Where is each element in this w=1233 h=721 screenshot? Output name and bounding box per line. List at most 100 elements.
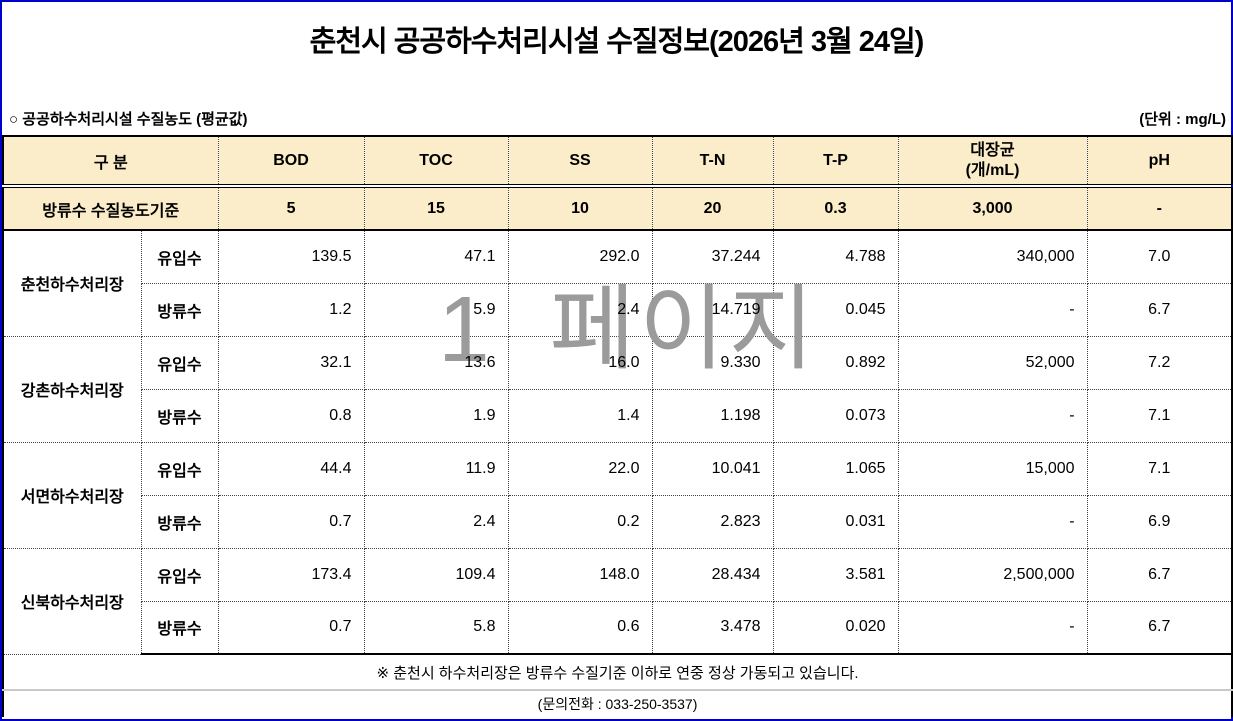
document-header: 춘천시 공공하수처리시설 수질정보(2026년 3월 24일) ○ 공공하수처리… <box>2 2 1231 135</box>
value-cell-tp: 0.892 <box>772 335 899 390</box>
table-row: 방류수 1.2 5.9 2.4 14.719 0.045-6.7 <box>3 282 1233 337</box>
flow-type-cell: 유입수 <box>140 229 219 284</box>
value-cell-tn: 9.330 <box>651 335 774 390</box>
value-cell-tn: 28.434 <box>651 547 774 602</box>
facility-name-cell: 신북하수처리장 <box>2 547 142 655</box>
value-cell-ph: 6.7 <box>1086 282 1233 337</box>
value-cell-tp: 0.031 <box>772 494 899 549</box>
standard-coliform: 3,000 <box>897 185 1088 231</box>
contact-text: (문의전화 : 033-250-3537) <box>1 690 1233 717</box>
header-category: 구 분 <box>1 135 219 188</box>
value-cell-bod: 0.7 <box>217 494 365 549</box>
water-quality-table: 구 분 BOD TOC SS T-N T-P 대장균 (개/mL) pH 방류수… <box>1 135 1233 717</box>
value-cell-coliform: - <box>897 494 1088 549</box>
header-tn: T-N <box>651 135 774 188</box>
value-cell-ph: 7.0 <box>1086 229 1233 284</box>
page-title: 춘천시 공공하수처리시설 수질정보(2026년 3월 24일) <box>309 26 925 58</box>
value-cell-coliform: 2,500,000 <box>897 547 1088 602</box>
value-cell-coliform: 52,000 <box>897 335 1088 390</box>
standards-label: 방류수 수질농도기준 <box>1 185 219 231</box>
value-cell-toc: 13.6 <box>363 335 509 390</box>
value-cell-coliform: - <box>897 282 1088 337</box>
value-cell-toc: 109.4 <box>363 547 509 602</box>
value-cell-ph: 6.7 <box>1086 547 1233 602</box>
value-cell-tn: 3.478 <box>651 600 774 655</box>
value-cell-tp: 0.045 <box>772 282 899 337</box>
value-cell-bod: 139.5 <box>217 229 365 284</box>
value-cell-ss: 0.2 <box>507 494 653 549</box>
section-label: ○ 공공하수처리시설 수질농도 (평균값) <box>9 111 248 128</box>
value-cell-bod: 0.8 <box>217 388 365 443</box>
header-bod: BOD <box>217 135 365 188</box>
value-cell-toc: 1.9 <box>363 388 509 443</box>
facility-name-cell: 서면하수처리장 <box>2 441 142 549</box>
header-tp: T-P <box>772 135 899 188</box>
flow-type-cell: 방류수 <box>140 388 219 443</box>
standard-tn: 20 <box>651 185 774 231</box>
value-cell-tp: 0.073 <box>772 388 899 443</box>
value-cell-bod: 1.2 <box>217 282 365 337</box>
value-cell-tn: 14.719 <box>651 282 774 337</box>
standard-tp: 0.3 <box>772 185 899 231</box>
header-ss: SS <box>507 135 653 188</box>
table-row: 방류수 0.8 1.9 1.4 1.198 0.073-7.1 <box>3 388 1233 443</box>
footnote-row: ※ 춘천시 하수처리장은 방류수 수질기준 이하로 연중 정상 가동되고 있습니… <box>1 654 1233 691</box>
value-cell-ss: 292.0 <box>507 229 653 284</box>
value-cell-tn: 1.198 <box>651 388 774 443</box>
standard-ph: - <box>1086 185 1233 231</box>
value-cell-ph: 7.1 <box>1086 441 1233 496</box>
flow-type-cell: 방류수 <box>140 494 219 549</box>
standards-row: 방류수 수질농도기준 5 15 10 20 0.3 3,000 - <box>1 185 1233 231</box>
value-cell-tp: 1.065 <box>772 441 899 496</box>
flow-type-cell: 방류수 <box>140 282 219 337</box>
value-cell-toc: 5.8 <box>363 600 509 655</box>
value-cell-tn: 10.041 <box>651 441 774 496</box>
value-cell-ph: 7.2 <box>1086 335 1233 390</box>
table-row: 서면하수처리장 유입수 44.4 11.9 22.0 10.041 1.065 15,000 7… <box>2 441 1233 549</box>
header-toc: TOC <box>363 135 509 188</box>
value-cell-ss: 2.4 <box>507 282 653 337</box>
flow-type-cell: 유입수 <box>140 441 219 496</box>
value-cell-toc: 5.9 <box>363 282 509 337</box>
value-cell-toc: 11.9 <box>363 441 509 496</box>
table-row: 신북하수처리장 유입수 173.4 109.4 148.0 28.434 3.581 2,50… <box>2 547 1233 655</box>
value-cell-tn: 37.244 <box>651 229 774 284</box>
value-cell-ss: 22.0 <box>507 441 653 496</box>
value-cell-coliform: 15,000 <box>897 441 1088 496</box>
value-cell-tp: 4.788 <box>772 229 899 284</box>
value-cell-bod: 0.7 <box>217 600 365 655</box>
table-row: 강촌하수처리장 유입수 32.1 13.6 16.0 9.330 0.892 52,000 7.… <box>2 335 1233 443</box>
value-cell-tp: 0.020 <box>772 600 899 655</box>
value-cell-tp: 3.581 <box>772 547 899 602</box>
footnote-text: ※ 춘천시 하수처리장은 방류수 수질기준 이하로 연중 정상 가동되고 있습니… <box>1 654 1233 691</box>
contact-row: (문의전화 : 033-250-3537) <box>1 690 1233 717</box>
value-cell-ph: 6.9 <box>1086 494 1233 549</box>
table-header-row: 구 분 BOD TOC SS T-N T-P 대장균 (개/mL) pH <box>1 135 1233 188</box>
value-cell-coliform: 340,000 <box>897 229 1088 284</box>
facility-name-cell: 강촌하수처리장 <box>2 335 142 443</box>
value-cell-ss: 1.4 <box>507 388 653 443</box>
value-cell-toc: 47.1 <box>363 229 509 284</box>
value-cell-ss: 0.6 <box>507 600 653 655</box>
flow-type-cell: 유입수 <box>140 547 219 602</box>
value-cell-ss: 148.0 <box>507 547 653 602</box>
value-cell-bod: 32.1 <box>217 335 365 390</box>
standard-ss: 10 <box>507 185 653 231</box>
facility-rows: 춘천하수처리장 유입수 139.5 47.1 292.0 37.244 4.788 340,0… <box>2 229 1233 655</box>
value-cell-coliform: - <box>897 600 1088 655</box>
standard-bod: 5 <box>217 185 365 231</box>
value-cell-ph: 7.1 <box>1086 388 1233 443</box>
table-row: 방류수 0.7 5.8 0.6 3.478 0.020-6.7 <box>3 600 1233 655</box>
value-cell-ph: 6.7 <box>1086 600 1233 655</box>
flow-type-cell: 유입수 <box>140 335 219 390</box>
value-cell-bod: 44.4 <box>217 441 365 496</box>
value-cell-ss: 16.0 <box>507 335 653 390</box>
header-coliform: 대장균 (개/mL) <box>897 135 1088 188</box>
value-cell-toc: 2.4 <box>363 494 509 549</box>
flow-type-cell: 방류수 <box>140 600 219 655</box>
facility-name-cell: 춘천하수처리장 <box>2 229 142 337</box>
table-row: 방류수 0.7 2.4 0.2 2.823 0.031-6.9 <box>3 494 1233 549</box>
unit-label: (단위 : mg/L) <box>1139 111 1226 128</box>
header-ph: pH <box>1086 135 1233 188</box>
